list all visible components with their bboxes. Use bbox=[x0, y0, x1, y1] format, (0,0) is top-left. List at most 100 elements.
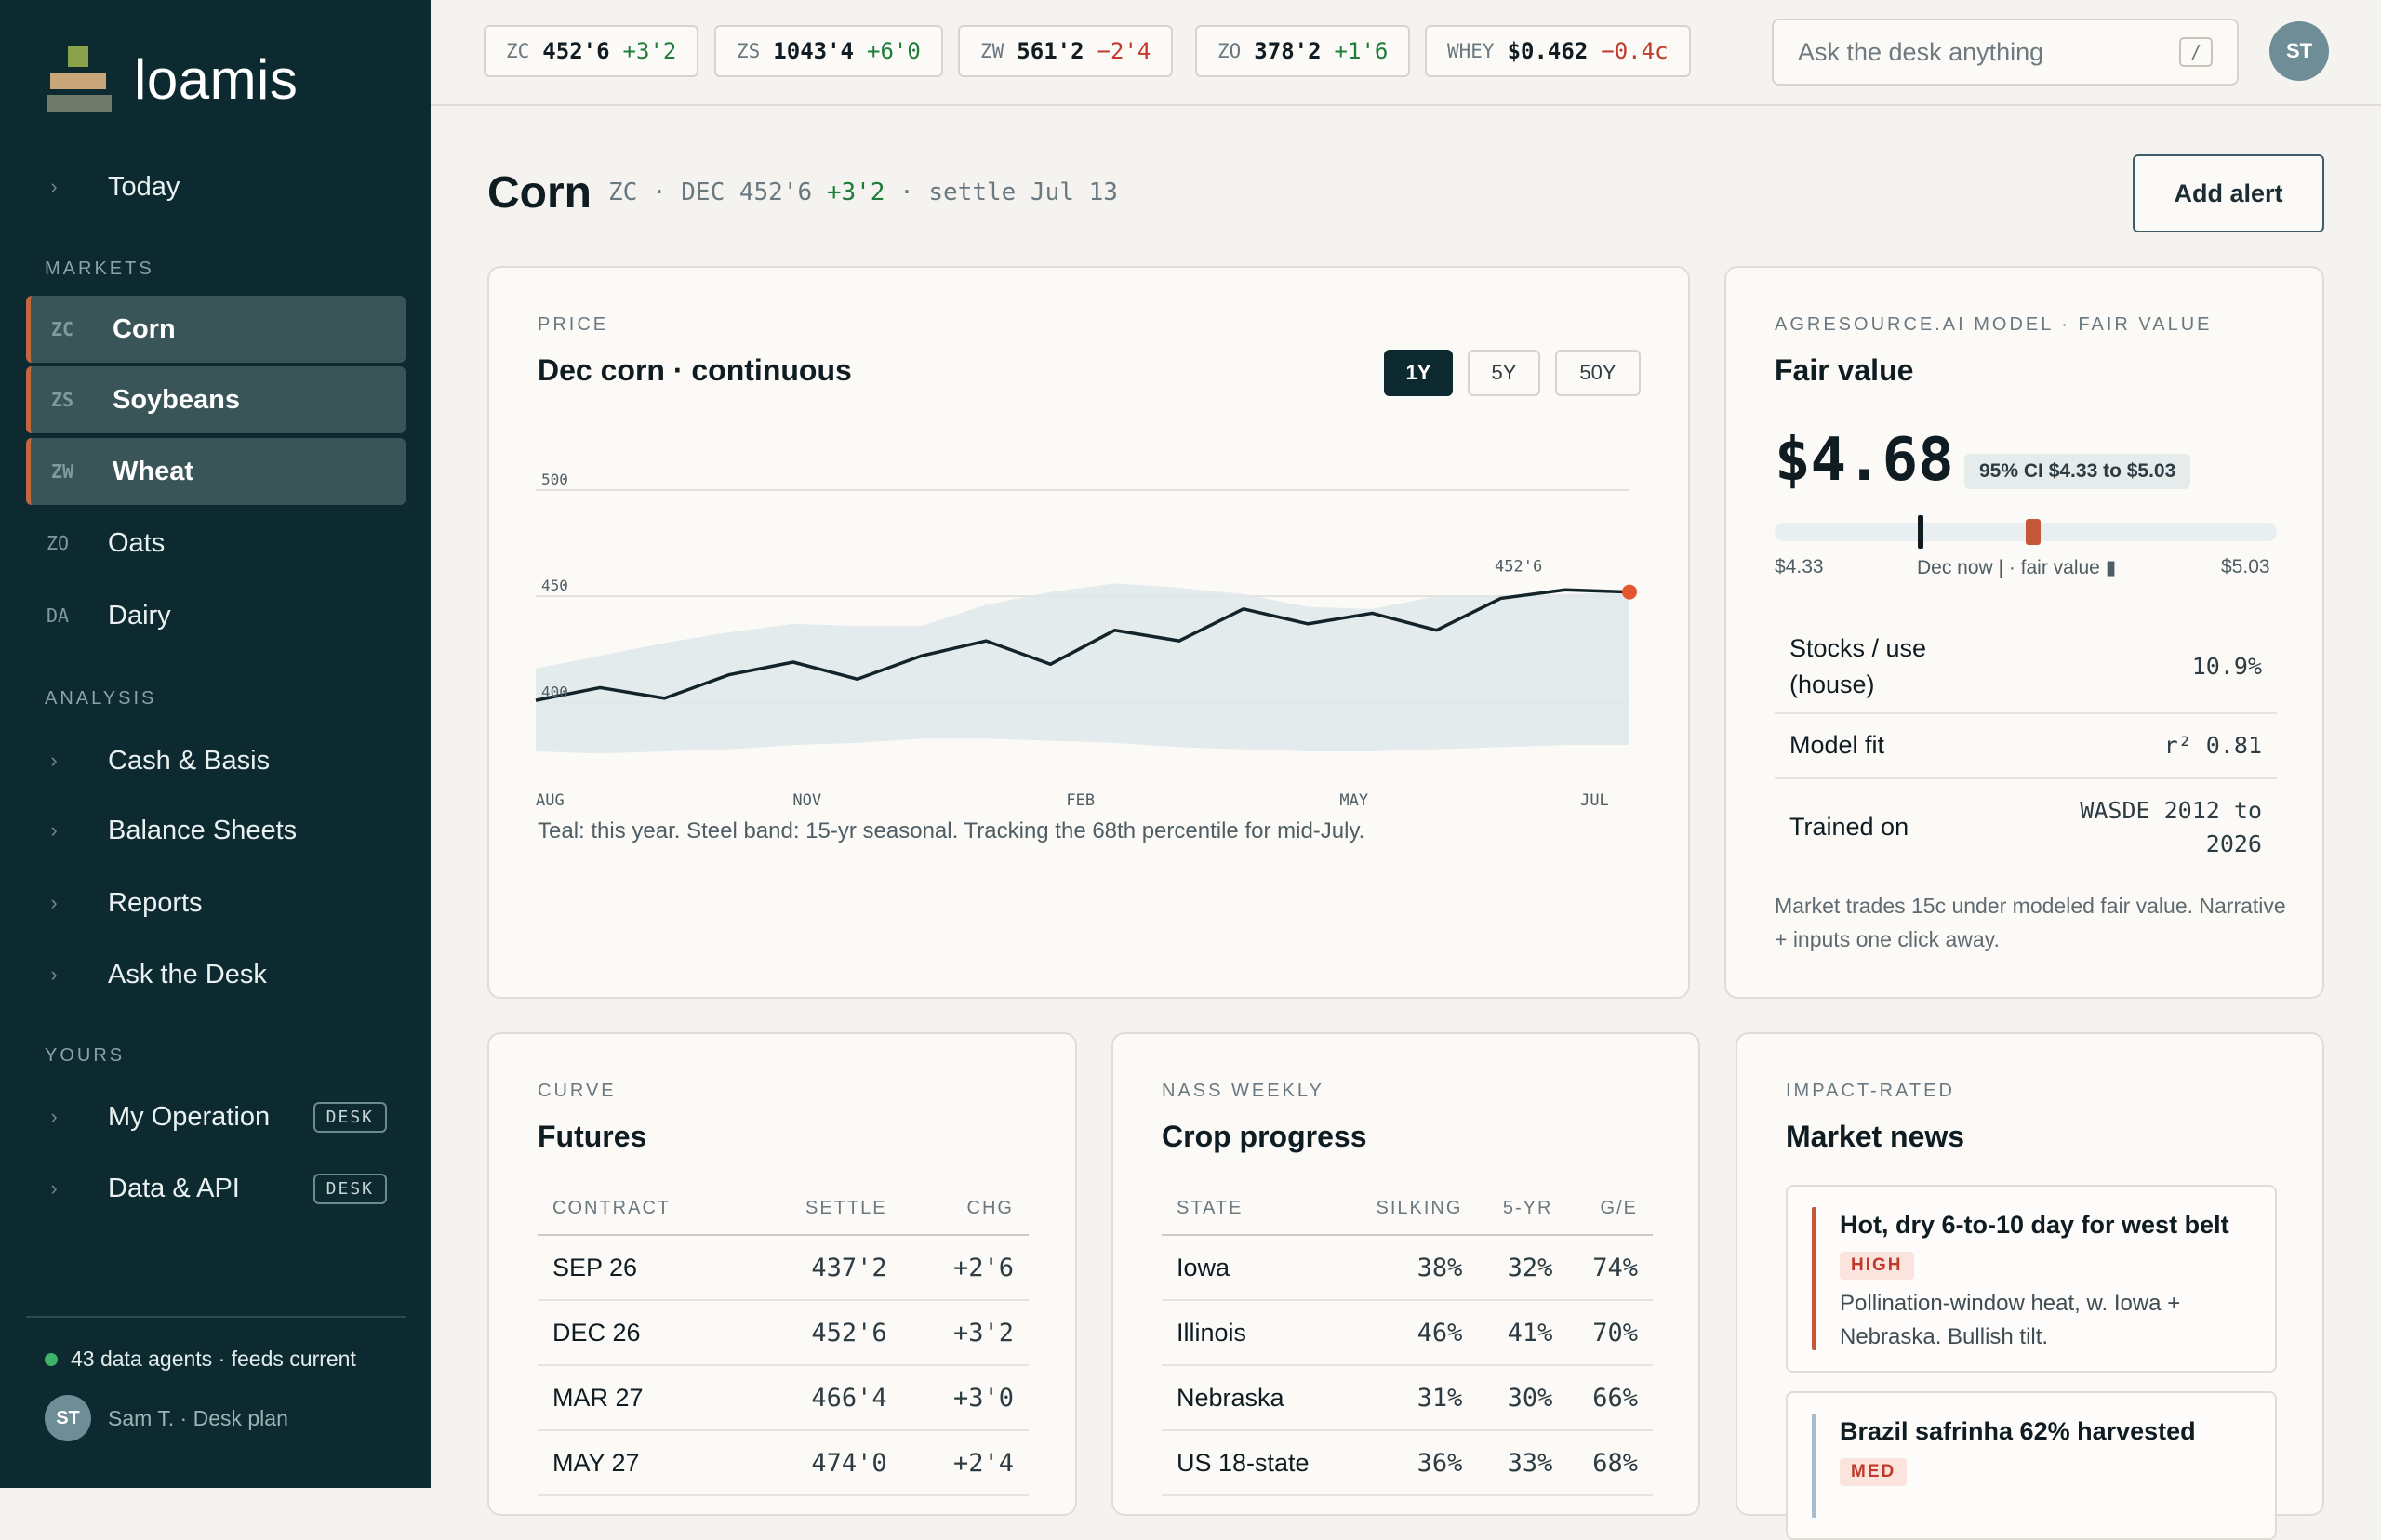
change-cell: +3'2 bbox=[901, 1300, 1029, 1366]
ticker-symbol: WHEY bbox=[1447, 40, 1495, 62]
sidebar-item-ask-the-desk[interactable]: › Ask the Desk bbox=[26, 941, 406, 1008]
avatar[interactable]: ST bbox=[2269, 21, 2329, 81]
range-1y-button[interactable]: 1Y bbox=[1384, 350, 1453, 396]
y-tick-label: 500 bbox=[541, 471, 568, 488]
page-subtitle: ZC · DEC 452'6 +3'2 · settle Jul 13 bbox=[608, 179, 1118, 206]
sidebar-item-reports[interactable]: › Reports bbox=[26, 870, 406, 936]
impact-badge: HIGH bbox=[1840, 1252, 1914, 1280]
futures-card: CURVE Futures CONTRACT SETTLE CHG SEP 26… bbox=[487, 1032, 1077, 1516]
chevron-right-icon: › bbox=[50, 175, 58, 198]
chevron-right-icon: › bbox=[50, 1105, 58, 1128]
x-tick-label: NOV bbox=[792, 791, 821, 810]
y-tick-label: 400 bbox=[541, 683, 568, 700]
sidebar-item-cash-basis[interactable]: › Cash & Basis bbox=[26, 727, 406, 794]
last-price-label: 452'6 bbox=[1495, 558, 1542, 577]
plan-badge: DESK bbox=[313, 1173, 387, 1204]
chevron-right-icon: › bbox=[50, 891, 58, 914]
change-cell: +2'4 bbox=[901, 1430, 1029, 1496]
five-yr-cell: 32% bbox=[1477, 1235, 1568, 1301]
sidebar-item-corn[interactable]: ZC Corn bbox=[26, 296, 406, 363]
stat-label: Trained on bbox=[1789, 813, 1909, 842]
settle-cell: 466'4 bbox=[745, 1365, 902, 1431]
card-eyebrow: CURVE bbox=[538, 1081, 617, 1101]
ticker-price: 561'2 bbox=[1017, 38, 1084, 64]
sidebar-item-label: Data & API bbox=[108, 1173, 240, 1203]
table-row[interactable]: DEC 26 452'6 +3'2 bbox=[538, 1300, 1029, 1366]
sidebar-item-my-operation[interactable]: › My Operation DESK bbox=[26, 1083, 406, 1150]
impact-bar bbox=[1812, 1414, 1816, 1518]
settle-cell: 474'0 bbox=[745, 1430, 902, 1496]
settle-date: · settle Jul 13 bbox=[899, 179, 1118, 206]
ticker-zc[interactable]: ZC 452'6 +3'2 bbox=[484, 25, 699, 77]
ticker-symbol: ZO bbox=[1217, 40, 1242, 62]
brand-logo[interactable]: loamis bbox=[45, 37, 298, 121]
contract-summary: ZC · DEC 452'6 bbox=[608, 179, 813, 206]
table-row[interactable]: MAY 27 474'0 +2'4 bbox=[538, 1430, 1029, 1496]
sidebar-item-label: Today bbox=[108, 171, 180, 202]
table-row[interactable]: US 18-state 36% 33% 68% bbox=[1162, 1430, 1653, 1496]
column-header[interactable]: 5-YR bbox=[1477, 1183, 1568, 1236]
add-alert-button[interactable]: Add alert bbox=[2133, 154, 2324, 232]
sidebar-item-data-api[interactable]: › Data & API DESK bbox=[26, 1155, 406, 1222]
range-5y-button[interactable]: 5Y bbox=[1468, 350, 1540, 396]
table-row[interactable]: Nebraska 31% 30% 66% bbox=[1162, 1365, 1653, 1431]
ticker-zo[interactable]: ZO 378'2 +1'6 bbox=[1195, 25, 1411, 77]
news-item[interactable]: Hot, dry 6-to-10 day for west belt HIGH … bbox=[1786, 1185, 2277, 1373]
state-cell: Illinois bbox=[1162, 1300, 1346, 1366]
table-row[interactable]: Illinois 46% 41% 70% bbox=[1162, 1300, 1653, 1366]
table-row[interactable]: MAR 27 466'4 +3'0 bbox=[538, 1365, 1029, 1431]
sidebar-item-label: Oats bbox=[108, 527, 166, 558]
news-headline: Hot, dry 6-to-10 day for west belt bbox=[1840, 1211, 2229, 1239]
status-dot-icon bbox=[45, 1352, 58, 1366]
y-tick-label: 450 bbox=[541, 577, 568, 594]
sidebar-item-dairy[interactable]: DA Dairy bbox=[26, 582, 406, 649]
stat-value: WASDE 2012 to 2026 bbox=[2080, 796, 2262, 857]
market-news-card: IMPACT-RATED Market news Hot, dry 6-to-1… bbox=[1736, 1032, 2324, 1540]
ticker-change: −2'4 bbox=[1097, 38, 1151, 64]
section-heading-analysis: ANALYSIS bbox=[45, 688, 157, 709]
column-header[interactable]: SILKING bbox=[1345, 1183, 1478, 1236]
five-yr-cell: 30% bbox=[1477, 1365, 1568, 1431]
x-tick-label: JUL bbox=[1580, 791, 1609, 810]
user-menu[interactable]: ST Sam T. · Desk plan bbox=[45, 1395, 288, 1441]
column-header[interactable]: STATE bbox=[1162, 1183, 1346, 1236]
sidebar-item-oats[interactable]: ZO Oats bbox=[26, 510, 406, 577]
stat-value: r² 0.81 bbox=[2163, 731, 2262, 759]
search-input[interactable] bbox=[1798, 37, 2179, 67]
ticker-zs[interactable]: ZS 1043'4 +6'0 bbox=[714, 25, 943, 77]
sidebar-item-wheat[interactable]: ZW Wheat bbox=[26, 438, 406, 505]
sidebar-item-label: Soybeans bbox=[113, 384, 240, 415]
stat-row: Model fit r² 0.81 bbox=[1775, 714, 2277, 779]
column-header[interactable]: G/E bbox=[1567, 1183, 1653, 1236]
avatar: ST bbox=[45, 1395, 91, 1441]
range-low-label: $4.33 bbox=[1775, 556, 1824, 578]
stat-row: Stocks / use (house) 10.9% bbox=[1775, 621, 2277, 714]
sidebar-item-balance-sheets[interactable]: › Balance Sheets bbox=[26, 797, 406, 864]
ticker-zw[interactable]: ZW 561'2 −2'4 bbox=[958, 25, 1174, 77]
sidebar-item-today[interactable]: › Today bbox=[26, 153, 406, 220]
search-box[interactable]: / bbox=[1772, 19, 2239, 86]
ticker-price: $0.462 bbox=[1507, 38, 1589, 64]
column-header[interactable]: SETTLE bbox=[745, 1183, 902, 1236]
sidebar-item-label: Dairy bbox=[108, 600, 171, 631]
news-item[interactable]: Brazil safrinha 62% harvested MED bbox=[1786, 1391, 2277, 1540]
column-header[interactable]: CONTRACT bbox=[538, 1183, 746, 1236]
sidebar-item-label: Wheat bbox=[113, 456, 193, 486]
good-excellent-cell: 66% bbox=[1567, 1365, 1653, 1431]
table-row[interactable]: SEP 26 437'2 +2'6 bbox=[538, 1235, 1029, 1301]
price-line bbox=[535, 588, 1630, 702]
sidebar-item-soybeans[interactable]: ZS Soybeans bbox=[26, 366, 406, 433]
ticker-change: +6'0 bbox=[867, 38, 921, 64]
seasonal-band bbox=[536, 583, 1629, 754]
column-header[interactable]: CHG bbox=[901, 1183, 1029, 1236]
section-heading-yours: YOURS bbox=[45, 1045, 126, 1066]
news-headline: Brazil safrinha 62% harvested bbox=[1840, 1417, 2196, 1445]
ticker-whey[interactable]: WHEY $0.462 −0.4c bbox=[1425, 25, 1691, 77]
state-cell: Iowa bbox=[1162, 1235, 1346, 1301]
range-50y-button[interactable]: 50Y bbox=[1555, 350, 1641, 396]
sidebar: loamis › Today MARKETS ZC Corn ZS Soybea… bbox=[0, 0, 431, 1488]
last-price-dot bbox=[1622, 584, 1637, 600]
ticker-price: 452'6 bbox=[542, 38, 610, 64]
price-card: PRICE Dec corn · continuous 1Y 5Y 50Y 45… bbox=[487, 266, 1690, 999]
table-row[interactable]: Iowa 38% 32% 74% bbox=[1162, 1235, 1653, 1301]
